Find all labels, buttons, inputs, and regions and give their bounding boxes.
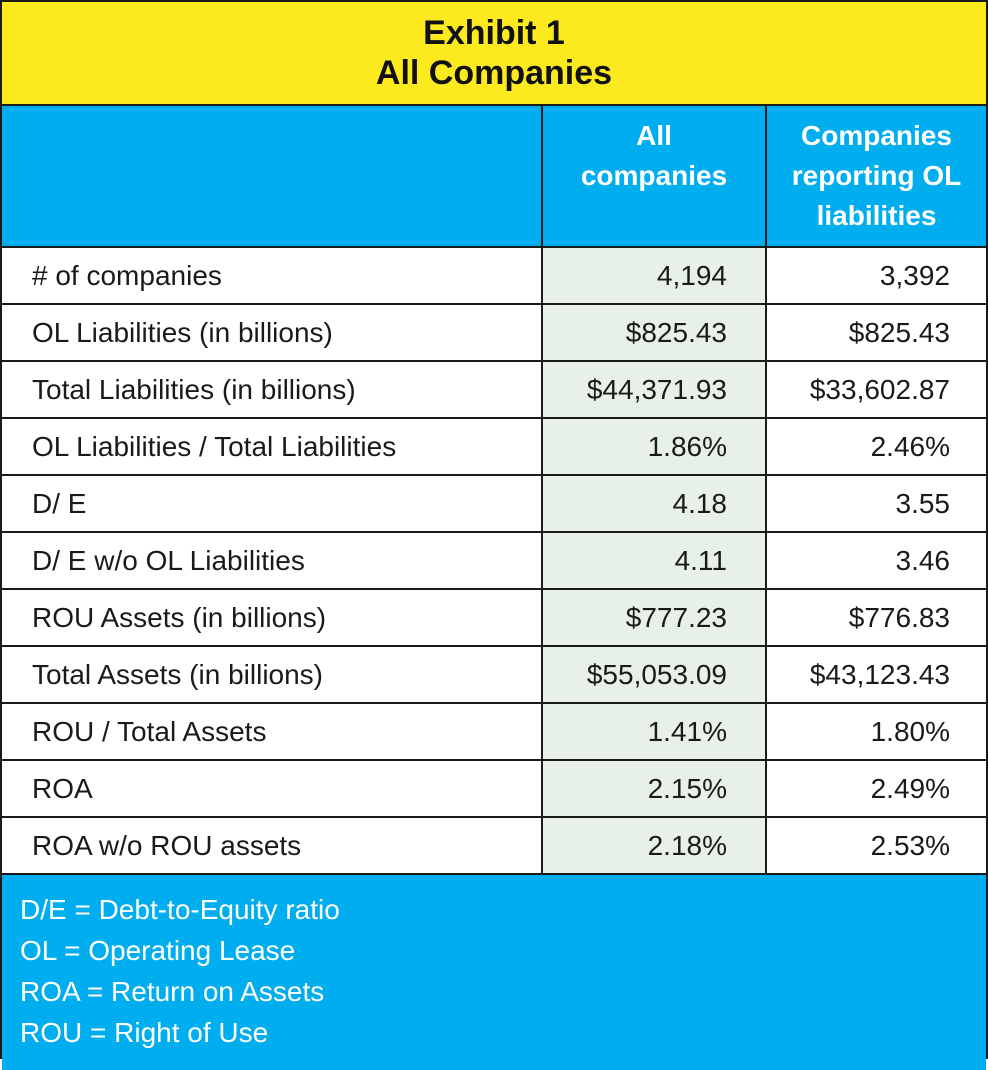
row-label: ROU / Total Assets — [2, 703, 543, 761]
row-label: ROU Assets (in billions) — [2, 589, 543, 647]
column-header-all-companies: All companies — [542, 106, 767, 248]
cell-all-companies: 2.15% — [542, 760, 767, 818]
row-label: # of companies — [2, 247, 543, 305]
cell-all-companies: 4.11 — [542, 532, 767, 590]
cell-ol-companies: $825.43 — [766, 304, 986, 362]
table-row: OL Liabilities (in billions) $825.43 $825.… — [2, 304, 986, 362]
table-body: # of companies 4,194 3,392 OL Liabilities (… — [2, 247, 986, 875]
table-row: D/ E w/o OL Liabilities 4.11 3.46 — [2, 532, 986, 590]
cell-ol-companies: $776.83 — [766, 589, 986, 647]
cell-ol-companies: 2.49% — [766, 760, 986, 818]
legend-item: ROU = Right of Use — [20, 1017, 269, 1048]
table-row: Total Assets (in billions) $55,053.09 $43,… — [2, 646, 986, 704]
cell-ol-companies: 2.46% — [766, 418, 986, 476]
cell-ol-companies: $33,602.87 — [766, 361, 986, 419]
cell-ol-companies: 3.55 — [766, 475, 986, 533]
cell-ol-companies: 3,392 — [766, 247, 986, 305]
table-row: ROU Assets (in billions) $777.23 $776.83 — [2, 589, 986, 647]
legend-item: D/E = Debt-to-Equity ratio — [20, 894, 340, 925]
cell-all-companies: $777.23 — [542, 589, 767, 647]
cell-ol-companies: $43,123.43 — [766, 646, 986, 704]
table-row: D/ E 4.18 3.55 — [2, 475, 986, 533]
cell-all-companies: 1.86% — [542, 418, 767, 476]
legend-box: D/E = Debt-to-Equity ratio OL = Operatin… — [2, 875, 986, 1070]
cell-all-companies: 1.41% — [542, 703, 767, 761]
cell-ol-companies: 2.53% — [766, 817, 986, 875]
exhibit-title: Exhibit 1 All Companies — [2, 2, 986, 106]
cell-all-companies: 4,194 — [542, 247, 767, 305]
row-label: ROA — [2, 760, 543, 818]
cell-ol-companies: 3.46 — [766, 532, 986, 590]
row-label: ROA w/o ROU assets — [2, 817, 543, 875]
exhibit-number: Exhibit 1 — [423, 14, 565, 52]
column-header-ol-companies: Companies reporting OL liabilities — [766, 106, 986, 248]
data-table: All companies Companies reporting OL lia… — [2, 106, 986, 875]
cell-all-companies: $825.43 — [542, 304, 767, 362]
column-header-row: All companies Companies reporting OL lia… — [2, 106, 986, 248]
cell-all-companies: $55,053.09 — [542, 646, 767, 704]
cell-all-companies: 2.18% — [542, 817, 767, 875]
table-row: # of companies 4,194 3,392 — [2, 247, 986, 305]
exhibit-subtitle: All Companies — [375, 54, 613, 92]
cell-all-companies: $44,371.93 — [542, 361, 767, 419]
cell-ol-companies: 1.80% — [766, 703, 986, 761]
table-row: Total Liabilities (in billions) $44,371.9… — [2, 361, 986, 419]
row-label: OL Liabilities / Total Liabilities — [2, 418, 543, 476]
column-header-blank — [2, 106, 543, 248]
table-row: ROA 2.15% 2.49% — [2, 760, 986, 818]
row-label: D/ E — [2, 475, 543, 533]
table-row: ROU / Total Assets 1.41% 1.80% — [2, 703, 986, 761]
row-label: Total Assets (in billions) — [2, 646, 543, 704]
legend-item: ROA = Return on Assets — [20, 976, 325, 1007]
row-label: D/ E w/o OL Liabilities — [2, 532, 543, 590]
row-label: Total Liabilities (in billions) — [2, 361, 543, 419]
legend-item: OL = Operating Lease — [20, 935, 296, 966]
table-row: OL Liabilities / Total Liabilities 1.86% 2… — [2, 418, 986, 476]
table-row: ROA w/o ROU assets 2.18% 2.53% — [2, 817, 986, 875]
cell-all-companies: 4.18 — [542, 475, 767, 533]
row-label: OL Liabilities (in billions) — [2, 304, 543, 362]
